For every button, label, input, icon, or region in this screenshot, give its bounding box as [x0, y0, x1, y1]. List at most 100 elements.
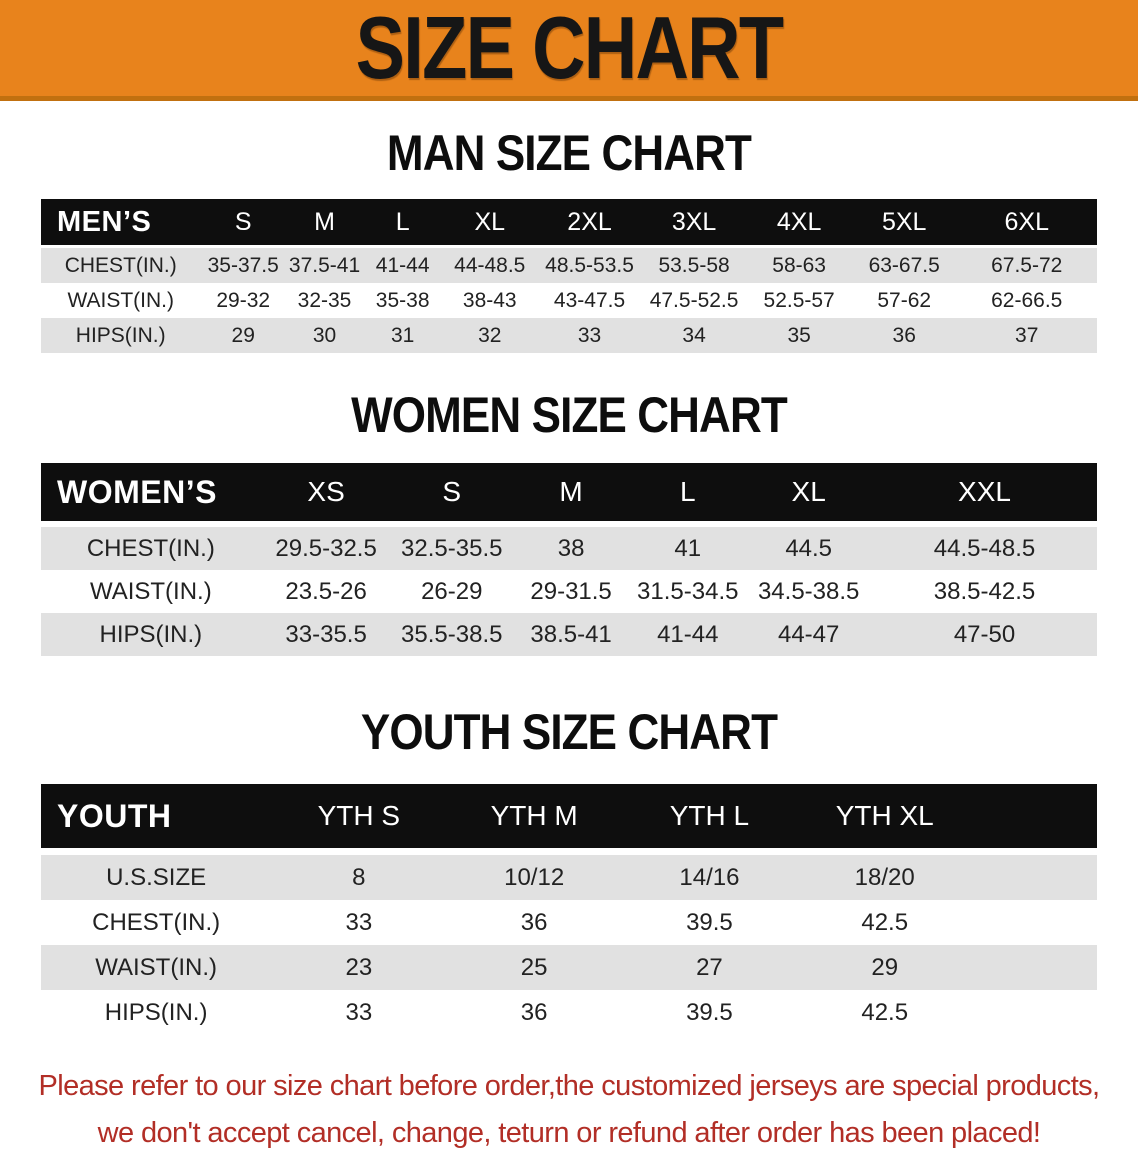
size-value-cell: 27: [621, 945, 798, 990]
table-title-cell: MEN’S: [41, 199, 201, 248]
size-column-header: YTH XL: [797, 784, 973, 855]
table-row: WAIST(IN.) 23 25 27 29: [41, 945, 1097, 990]
size-value-cell: 47-50: [872, 613, 1097, 656]
size-value-cell: 31: [363, 318, 443, 353]
row-label-cell: U.S.SIZE: [41, 851, 272, 900]
size-value-cell: 43-47.5: [537, 283, 642, 318]
table-header-row: WOMEN’S XS S M L XL XXL: [41, 463, 1097, 527]
row-label-cell: CHEST(IN.): [41, 246, 201, 283]
size-value-cell: 26-29: [391, 570, 512, 613]
size-column-header: 3XL: [641, 199, 747, 248]
size-column-header: 6XL: [956, 199, 1097, 248]
size-value-cell: 41: [630, 524, 746, 570]
size-column-header: L: [630, 463, 746, 527]
table-header-row: MEN’S S M L XL 2XL 3XL 4XL 5XL 6XL: [41, 199, 1097, 248]
size-value-cell: 67.5-72: [956, 246, 1097, 283]
youth-size-section: YOUTH SIZE CHART YOUTH YTH S YTH M YTH L YTH…: [0, 706, 1138, 1035]
women-size-table: WOMEN’S XS S M L XL XXL CHEST(IN.) 29.5-32.5 32.5…: [41, 463, 1097, 656]
size-value-cell: 34: [641, 318, 747, 353]
size-value-cell: 31.5-34.5: [630, 570, 746, 613]
size-value-cell: 33-35.5: [260, 613, 392, 656]
size-column-header: YTH M: [446, 784, 622, 855]
size-value-cell: 23.5-26: [260, 570, 392, 613]
size-value-cell: 36: [446, 900, 622, 945]
table-header-row: YOUTH YTH S YTH M YTH L YTH XL: [41, 784, 1097, 855]
row-label-cell: WAIST(IN.): [41, 283, 201, 318]
size-value-cell: 62-66.5: [956, 283, 1097, 318]
order-policy-line-2: we don't accept cancel, change, teturn o…: [97, 1117, 1041, 1149]
size-value-cell: 42.5: [797, 990, 973, 1035]
size-column-header: XL: [745, 463, 873, 527]
size-value-cell: 29: [797, 945, 973, 990]
size-value-cell: 47.5-52.5: [641, 283, 747, 318]
size-value-cell: 32: [442, 318, 538, 353]
row-label-cell: WAIST(IN.): [41, 945, 272, 990]
row-label-cell: CHEST(IN.): [41, 524, 261, 570]
men-section-heading: MAN SIZE CHART: [386, 125, 752, 181]
size-column-header: YTH L: [621, 784, 798, 855]
table-row: HIPS(IN.) 33 36 39.5 42.5: [41, 990, 1097, 1035]
men-size-section: MAN SIZE CHART MEN’S S M L XL 2XL 3XL 4XL 5XL 6XL…: [0, 127, 1138, 353]
size-value-cell: 39.5: [621, 900, 798, 945]
size-value-cell: 57-62: [851, 283, 957, 318]
size-column-header: 5XL: [851, 199, 957, 248]
size-column-header: M: [285, 199, 364, 248]
size-value-cell: 18/20: [797, 851, 973, 900]
size-value-cell: 35: [746, 318, 852, 353]
size-column-header: YTH S: [271, 784, 447, 855]
women-size-section: WOMEN SIZE CHART WOMEN’S XS S M L XL XXL CHEST(…: [0, 389, 1138, 656]
size-value-cell: 8: [271, 851, 447, 900]
size-value-cell: 36: [446, 990, 622, 1035]
size-value-cell: 52.5-57: [746, 283, 852, 318]
row-label-cell: WAIST(IN.): [41, 570, 261, 613]
size-column-header: XL: [442, 199, 538, 248]
size-value-cell: 35.5-38.5: [391, 613, 512, 656]
size-value-cell: 63-67.5: [851, 246, 957, 283]
size-value-cell: 10/12: [446, 851, 622, 900]
youth-size-table: YOUTH YTH S YTH M YTH L YTH XL U.S.SIZE 8 10/12…: [41, 784, 1097, 1035]
size-value-cell: 38: [511, 524, 631, 570]
size-value-cell: 38.5-42.5: [872, 570, 1097, 613]
table-row: U.S.SIZE 8 10/12 14/16 18/20: [41, 851, 1097, 900]
size-value-cell: 29-32: [200, 283, 286, 318]
row-label-cell: HIPS(IN.): [41, 613, 261, 656]
table-row: WAIST(IN.) 23.5-26 26-29 29-31.5 31.5-34.5 34…: [41, 570, 1097, 613]
size-column-header: M: [511, 463, 631, 527]
size-column-header: 2XL: [537, 199, 642, 248]
spacer-cell: [972, 900, 1097, 945]
size-value-cell: 34.5-38.5: [745, 570, 873, 613]
size-value-cell: 36: [851, 318, 957, 353]
youth-section-heading: YOUTH SIZE CHART: [360, 704, 778, 760]
size-value-cell: 38-43: [442, 283, 538, 318]
size-value-cell: 44.5-48.5: [872, 524, 1097, 570]
spacer-cell: [972, 851, 1097, 900]
size-value-cell: 41-44: [363, 246, 443, 283]
size-value-cell: 41-44: [630, 613, 746, 656]
table-row: WAIST(IN.) 29-32 32-35 35-38 38-43 43-47.5 47.…: [41, 283, 1097, 318]
size-value-cell: 29: [200, 318, 286, 353]
size-value-cell: 29.5-32.5: [260, 524, 392, 570]
size-value-cell: 44-48.5: [442, 246, 538, 283]
banner-title: SIZE CHART: [355, 0, 784, 97]
size-value-cell: 44-47: [745, 613, 873, 656]
size-value-cell: 48.5-53.5: [537, 246, 642, 283]
size-value-cell: 33: [271, 990, 447, 1035]
size-value-cell: 38.5-41: [511, 613, 631, 656]
size-value-cell: 58-63: [746, 246, 852, 283]
spacer-cell: [972, 990, 1097, 1035]
size-value-cell: 33: [537, 318, 642, 353]
size-column-header: S: [200, 199, 286, 248]
table-row: CHEST(IN.) 35-37.5 37.5-41 41-44 44-48.5 48.5…: [41, 246, 1097, 283]
size-chart-banner: SIZE CHART: [0, 0, 1138, 101]
women-section-heading: WOMEN SIZE CHART: [351, 387, 788, 443]
spacer-cell: [972, 784, 1097, 855]
size-column-header: 4XL: [746, 199, 852, 248]
spacer-cell: [972, 945, 1097, 990]
row-label-cell: HIPS(IN.): [41, 990, 272, 1035]
size-column-header: XXL: [872, 463, 1097, 527]
size-value-cell: 29-31.5: [511, 570, 631, 613]
size-column-header: XS: [260, 463, 392, 527]
order-policy-line-1: Please refer to our size chart before or…: [38, 1070, 1100, 1102]
size-value-cell: 53.5-58: [641, 246, 747, 283]
table-row: HIPS(IN.) 33-35.5 35.5-38.5 38.5-41 41-44 44-…: [41, 613, 1097, 656]
